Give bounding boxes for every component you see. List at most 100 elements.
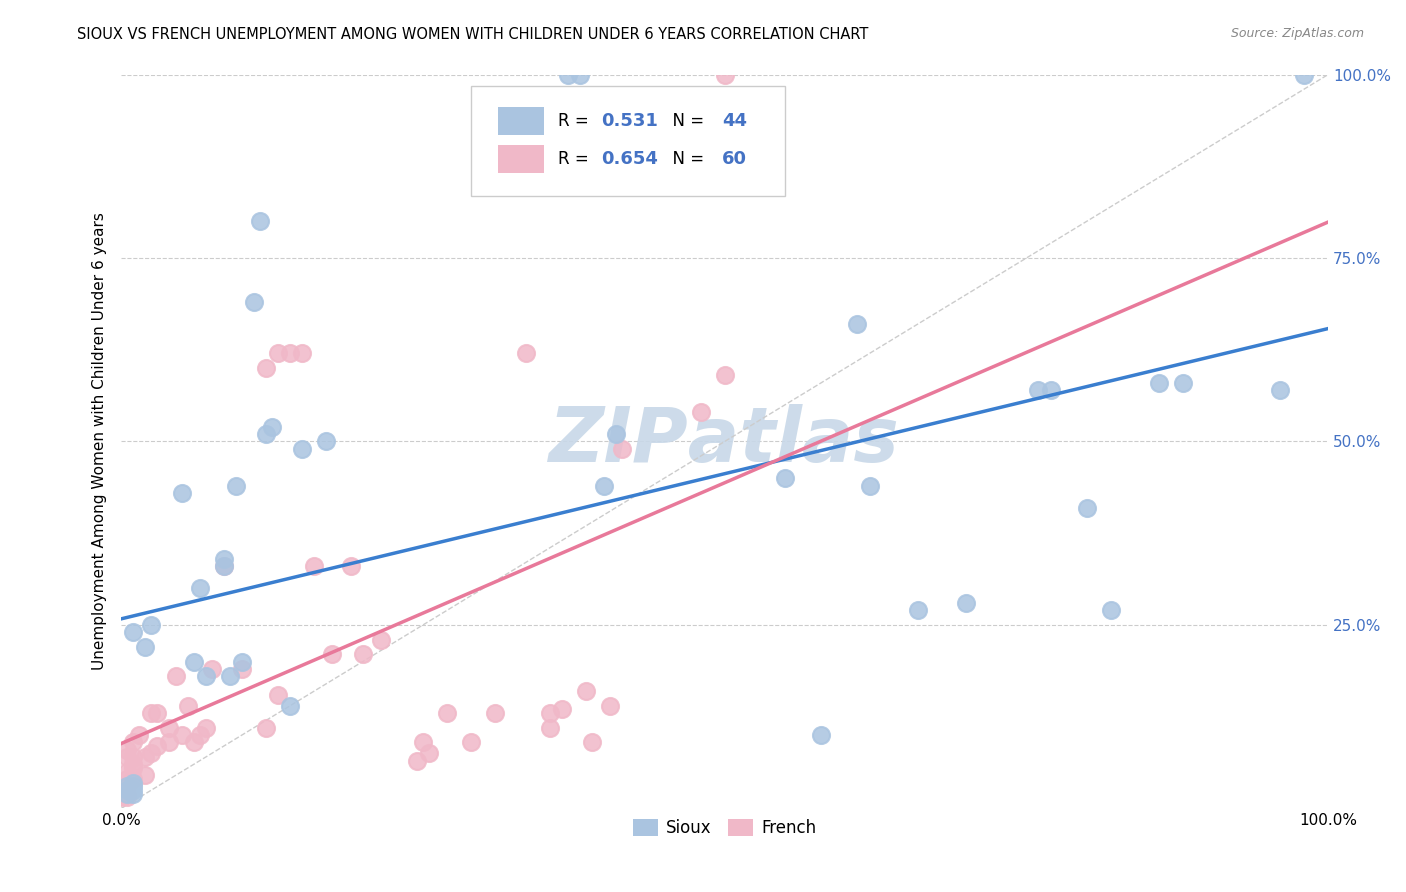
Point [201, 662, 224, 676]
Point [110, 790, 132, 805]
Point [557, 68, 579, 82]
Point [146, 706, 169, 720]
Point [117, 780, 139, 794]
Point [110, 787, 132, 801]
Point [689, 405, 711, 419]
Point [1039, 383, 1062, 397]
Point [159, 721, 181, 735]
Text: 0.654: 0.654 [602, 150, 658, 168]
Point [267, 346, 290, 360]
Point [858, 478, 880, 492]
Text: N =: N = [662, 112, 709, 129]
Point [249, 214, 271, 228]
Point [122, 625, 145, 640]
Point [231, 662, 253, 676]
Point [117, 790, 139, 805]
Text: R =: R = [558, 150, 595, 168]
Point [243, 295, 266, 310]
Point [146, 739, 169, 753]
Point [170, 486, 193, 500]
Point [231, 655, 253, 669]
Point [955, 596, 977, 610]
Point [304, 559, 326, 574]
Point [128, 728, 150, 742]
Point [406, 754, 429, 768]
Point [262, 419, 284, 434]
Point [122, 783, 145, 797]
Point [218, 669, 240, 683]
Point [593, 478, 616, 492]
Point [460, 735, 482, 749]
Point [551, 702, 574, 716]
Point [122, 757, 145, 772]
Point [141, 618, 163, 632]
Point [538, 706, 561, 720]
Point [122, 735, 145, 749]
Point [1292, 68, 1315, 82]
Point [141, 706, 163, 720]
Point [907, 603, 929, 617]
Text: R =: R = [558, 112, 595, 129]
Point [122, 787, 145, 801]
Point [581, 735, 603, 749]
FancyBboxPatch shape [498, 107, 544, 135]
FancyBboxPatch shape [471, 86, 785, 195]
Point [117, 772, 139, 786]
Point [159, 735, 181, 749]
Point [117, 743, 139, 757]
Point [370, 632, 392, 647]
Point [212, 559, 235, 574]
Point [254, 721, 277, 735]
Point [278, 698, 301, 713]
Point [122, 772, 145, 786]
Point [117, 780, 139, 794]
Text: 60: 60 [723, 150, 747, 168]
Point [183, 735, 205, 749]
Point [170, 728, 193, 742]
Point [599, 698, 621, 713]
Text: 44: 44 [723, 112, 747, 129]
Point [1099, 603, 1122, 617]
Point [436, 706, 458, 720]
Point [117, 783, 139, 797]
Text: N =: N = [662, 150, 709, 168]
Point [225, 478, 247, 492]
Point [122, 780, 145, 794]
Point [568, 68, 591, 82]
Point [1076, 500, 1098, 515]
Point [605, 427, 627, 442]
Y-axis label: Unemployment Among Women with Children Under 6 years: Unemployment Among Women with Children U… [93, 212, 107, 671]
Point [141, 747, 163, 761]
Point [117, 787, 139, 801]
Point [134, 768, 156, 782]
Point [183, 655, 205, 669]
Point [339, 559, 361, 574]
FancyBboxPatch shape [498, 145, 544, 173]
Point [122, 761, 145, 775]
Point [176, 698, 198, 713]
Point [1028, 383, 1050, 397]
Point [134, 750, 156, 764]
Point [194, 669, 217, 683]
Point [212, 559, 235, 574]
Point [846, 317, 869, 331]
Point [538, 721, 561, 735]
Point [1268, 383, 1291, 397]
Point [134, 640, 156, 654]
Point [610, 442, 633, 456]
Point [278, 346, 301, 360]
Point [122, 776, 145, 790]
Point [412, 735, 434, 749]
Point [484, 706, 506, 720]
Point [122, 750, 145, 764]
Legend: Sioux, French: Sioux, French [626, 813, 824, 844]
Point [810, 728, 832, 742]
Point [254, 361, 277, 376]
Point [212, 552, 235, 566]
Point [315, 434, 337, 449]
Point [352, 648, 374, 662]
Point [165, 669, 187, 683]
Text: SIOUX VS FRENCH UNEMPLOYMENT AMONG WOMEN WITH CHILDREN UNDER 6 YEARS CORRELATION: SIOUX VS FRENCH UNEMPLOYMENT AMONG WOMEN… [77, 27, 869, 42]
Point [188, 581, 211, 595]
Point [1173, 376, 1195, 390]
